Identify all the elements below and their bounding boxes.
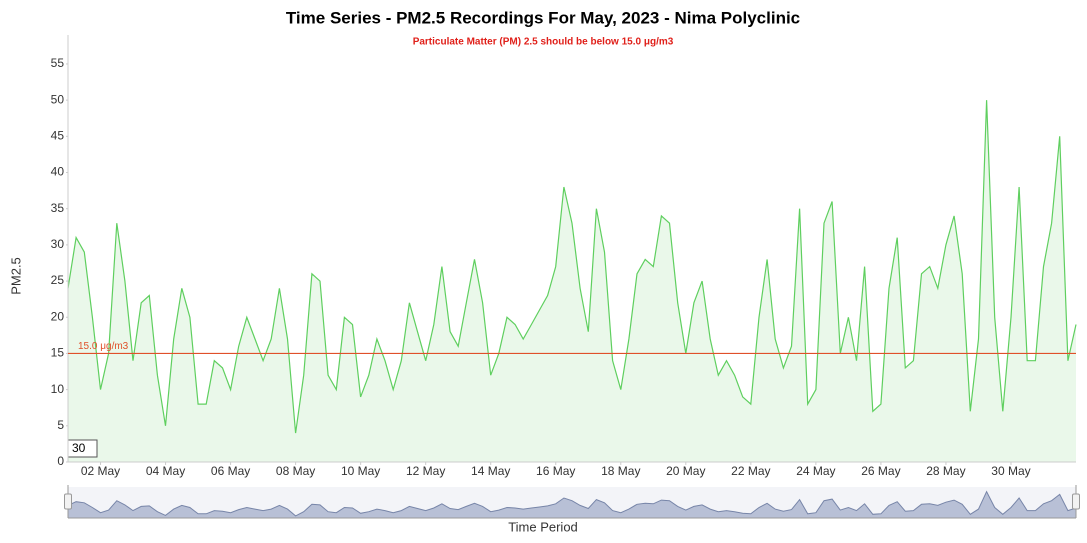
y-tick-label: 20: [51, 309, 65, 323]
y-tick-label: 5: [57, 418, 64, 432]
x-tick-label: 12 May: [406, 464, 445, 478]
y-tick-label: 30: [51, 237, 65, 251]
y-tick-label: 40: [51, 165, 65, 179]
y-tick-label: 0: [57, 454, 64, 468]
x-tick-label: 24 May: [796, 464, 835, 478]
y-tick-label: 10: [51, 382, 65, 396]
series-line: [67, 100, 1077, 434]
x-tick-label: 16 May: [536, 464, 575, 478]
x-tick-label: 28 May: [926, 464, 965, 478]
x-tick-label: 04 May: [146, 464, 185, 478]
x-tick-label: 08 May: [276, 464, 315, 478]
y-tick-label: 25: [51, 273, 65, 287]
x-tick-label: 10 May: [341, 464, 380, 478]
y-tick-label: 15: [51, 346, 65, 360]
chart-title: Time Series - PM2.5 Recordings For May, …: [286, 8, 800, 27]
y-tick-label: 55: [51, 56, 65, 70]
x-tick-label: 20 May: [666, 464, 705, 478]
x-tick-label: 26 May: [861, 464, 900, 478]
threshold-label: 15.0 μg/m3: [78, 341, 129, 352]
chart-subtitle: Particulate Matter (PM) 2.5 should be be…: [413, 37, 674, 48]
x-tick-label: 02 May: [81, 464, 120, 478]
x-tick-label: 22 May: [731, 464, 770, 478]
area-fill: [68, 100, 1076, 462]
y-tick-label: 45: [51, 128, 65, 142]
y-axis-title: PM2.5: [8, 257, 23, 295]
x-tick-label: 18 May: [601, 464, 640, 478]
x-axis-title: Time Period: [508, 519, 578, 534]
navigator-area: [68, 491, 1076, 518]
x-tick-label: 06 May: [211, 464, 250, 478]
y-tick-label: 35: [51, 201, 65, 215]
zoom-box-text[interactable]: 30: [72, 441, 86, 455]
x-tick-label: 14 May: [471, 464, 510, 478]
navigator-handle[interactable]: [1072, 493, 1080, 510]
navigator-line: [67, 490, 1077, 517]
y-tick-label: 50: [51, 92, 65, 106]
navigator-handle[interactable]: [64, 493, 72, 510]
x-tick-label: 30 May: [991, 464, 1030, 478]
